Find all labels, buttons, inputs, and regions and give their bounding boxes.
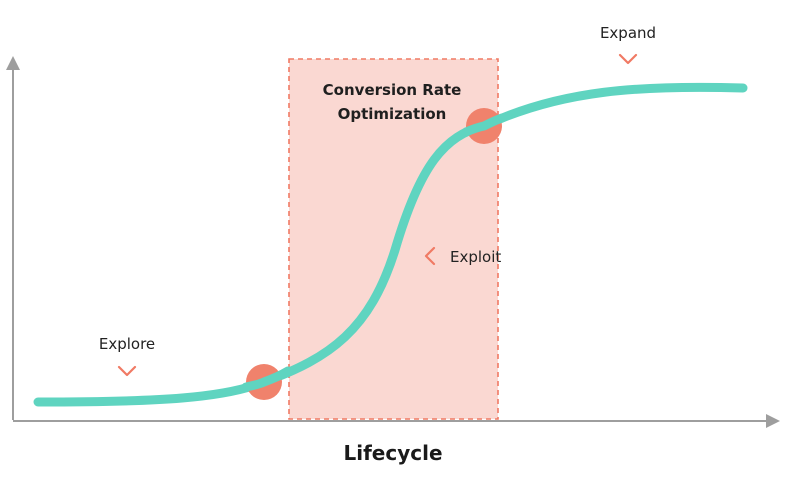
exploit-label: Exploit [450, 248, 501, 266]
explore-chevron-down-icon [117, 365, 137, 377]
exploit-chevron-left-icon [424, 246, 436, 266]
growth-curve-overlay-top [461, 113, 507, 137]
expand-chevron-down-icon [618, 53, 638, 65]
expand-label: Expand [600, 24, 656, 42]
growth-curve [33, 82, 748, 407]
explore-label: Explore [99, 335, 155, 353]
region-title-line1: Conversion Rate [323, 81, 462, 99]
growth-curve-overlay [241, 366, 293, 392]
x-axis-arrowhead [766, 414, 780, 428]
region-title-line2: Optimization [338, 105, 447, 123]
y-axis-arrowhead [6, 56, 20, 70]
cro-region [288, 58, 499, 420]
x-axis-title: Lifecycle [343, 441, 442, 465]
